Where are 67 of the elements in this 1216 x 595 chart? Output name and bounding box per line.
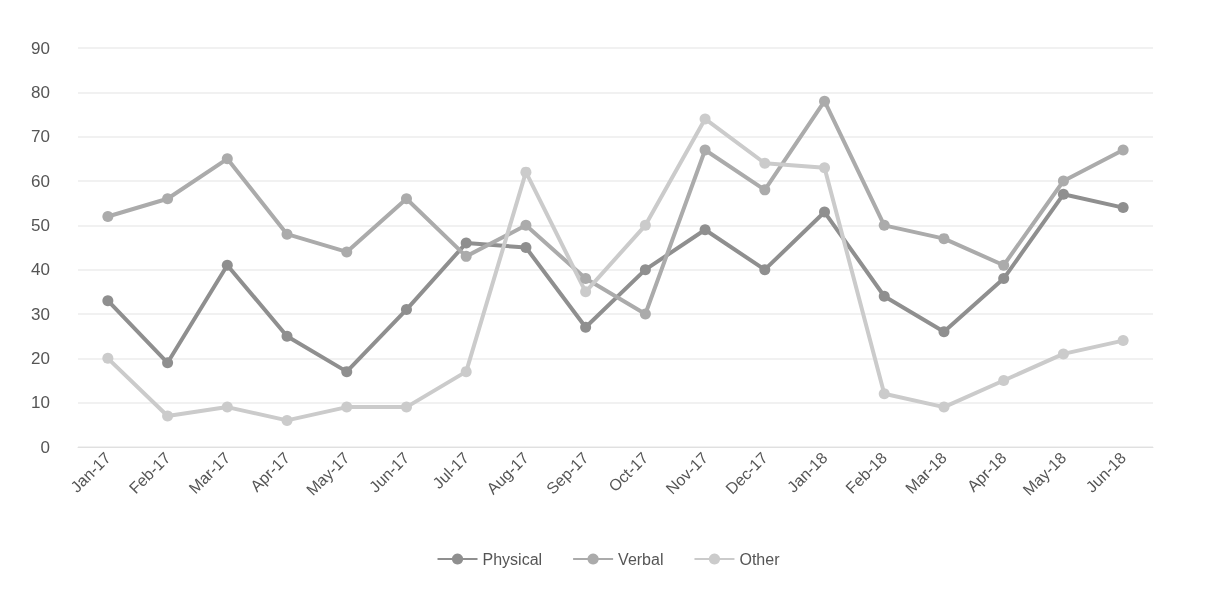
point — [460, 366, 472, 378]
point — [1117, 335, 1129, 347]
y-tick-label: 80 — [31, 82, 50, 102]
point — [699, 144, 711, 156]
point — [699, 113, 711, 125]
point — [580, 273, 592, 285]
point — [580, 286, 592, 298]
legend-label: Physical — [482, 550, 543, 568]
point — [221, 153, 233, 165]
point — [460, 237, 472, 249]
point — [938, 233, 950, 245]
point — [699, 224, 711, 236]
point — [1057, 188, 1069, 200]
point — [341, 246, 353, 258]
point — [102, 295, 114, 307]
point — [400, 193, 412, 205]
point — [400, 401, 412, 413]
y-tick-label: 10 — [31, 393, 50, 413]
point — [221, 259, 233, 271]
point — [1057, 348, 1069, 360]
point — [162, 357, 174, 369]
legend-label: Other — [739, 550, 781, 568]
y-tick-label: 0 — [40, 437, 50, 457]
point — [998, 259, 1010, 271]
point — [281, 330, 293, 342]
point — [998, 375, 1010, 386]
point — [819, 206, 831, 218]
point — [938, 401, 950, 413]
point — [998, 273, 1010, 285]
point — [102, 352, 114, 364]
y-tick-label: 90 — [31, 38, 50, 58]
point — [878, 219, 890, 231]
point — [162, 193, 174, 205]
point — [520, 219, 532, 231]
point — [520, 242, 532, 253]
y-tick-label: 30 — [31, 304, 50, 324]
point — [520, 166, 532, 178]
point — [639, 308, 651, 320]
point — [162, 410, 174, 422]
point — [1117, 144, 1129, 156]
point — [759, 184, 771, 196]
point — [639, 219, 651, 231]
y-tick-label: 20 — [31, 348, 50, 368]
point — [639, 264, 651, 276]
point — [102, 210, 114, 222]
point — [1057, 175, 1069, 187]
point — [460, 250, 472, 262]
point — [281, 414, 293, 426]
point — [819, 162, 831, 174]
point — [759, 157, 771, 169]
point — [1117, 202, 1129, 214]
point — [221, 401, 233, 413]
point — [400, 304, 412, 316]
y-tick-label: 70 — [31, 127, 50, 147]
point — [281, 228, 293, 240]
point — [819, 95, 831, 107]
point — [341, 366, 353, 378]
point — [878, 290, 890, 302]
point — [341, 401, 353, 413]
y-tick-label: 40 — [31, 260, 50, 280]
y-tick-label: 50 — [31, 215, 50, 235]
point — [580, 321, 592, 333]
point — [759, 264, 771, 276]
y-tick-label: 60 — [31, 171, 50, 191]
legend-label: Verbal — [618, 550, 664, 568]
point — [878, 388, 890, 400]
point — [938, 326, 950, 338]
